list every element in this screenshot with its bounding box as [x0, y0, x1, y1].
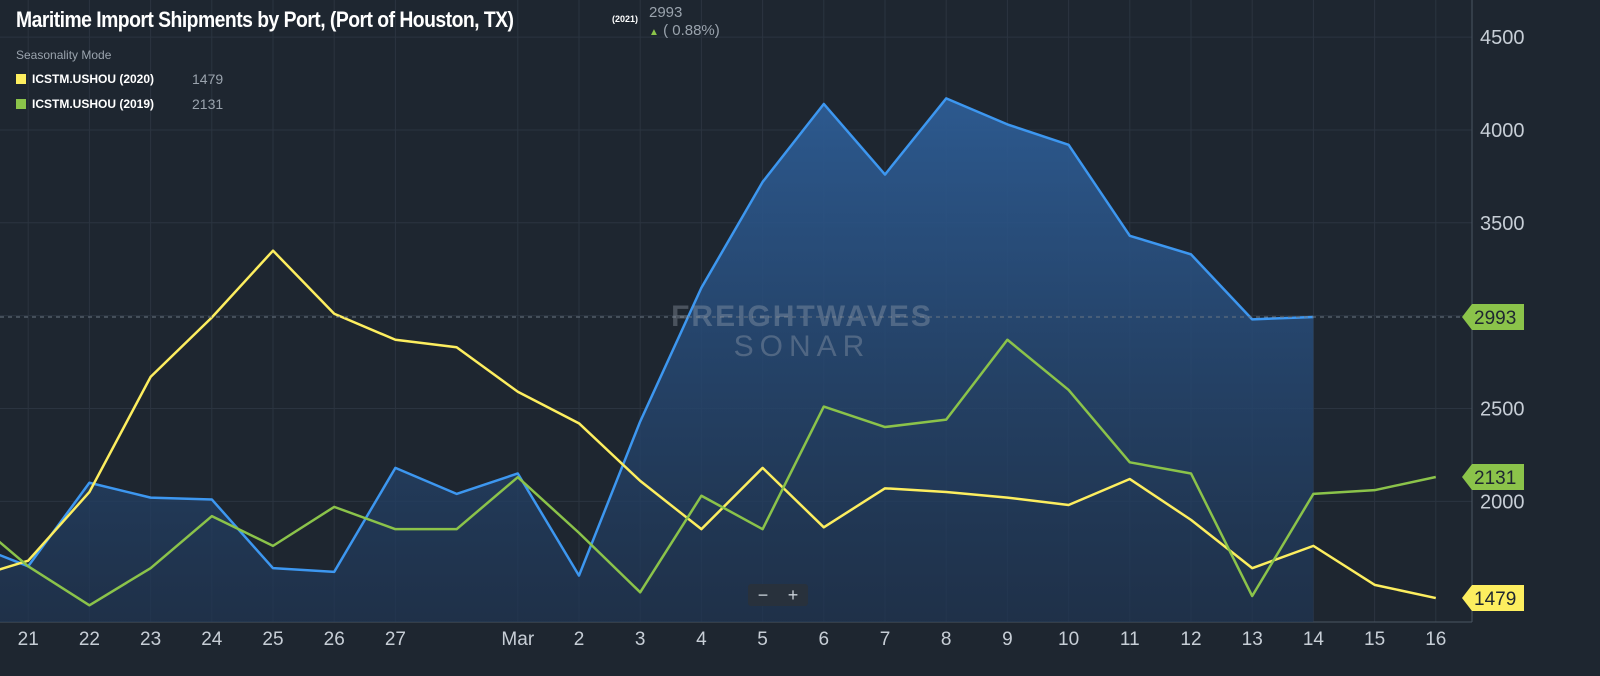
legend-item[interactable]: ICSTM.USHOU (2019) 2131 [16, 91, 223, 116]
series-line-icstm-ushou-2019- [0, 338, 1437, 607]
x-tick-label: 25 [262, 629, 283, 650]
x-tick-label: 24 [201, 629, 223, 650]
chart-title: Maritime Import Shipments by Port, (Port… [16, 7, 514, 32]
x-tick-label: 12 [1180, 629, 1201, 650]
legend-item[interactable]: ICSTM.USHOU (2020) 1479 [16, 66, 223, 91]
x-tick-label: 14 [1303, 629, 1325, 650]
x-tick-label: 23 [140, 629, 161, 650]
legend-mode-label: Seasonality Mode [16, 48, 112, 62]
value-flag-shape [1462, 463, 1524, 490]
x-tick-label: 15 [1364, 629, 1385, 650]
series-area-2021 [0, 98, 1314, 622]
x-tick-label: Mar [501, 629, 534, 650]
title-change: ▲ ( 0.88%) [649, 22, 720, 42]
zoom-out-button[interactable]: − [757, 584, 769, 605]
value-flag: 2131 [1462, 463, 1524, 490]
legend-name-2019: ICSTM.USHOU (2019) [32, 96, 155, 111]
value-flag-label: 2131 [1474, 468, 1516, 489]
x-tick-label: 10 [1058, 629, 1079, 650]
value-flag-label: 2993 [1474, 308, 1516, 329]
x-tick-label: 21 [18, 629, 39, 650]
value-flag-shape [1462, 585, 1524, 612]
x-tick-label: 5 [757, 629, 768, 650]
legend-swatch-2019 [16, 98, 26, 109]
series-line-2021 [0, 97, 1314, 577]
legend-value-2020: 1479 [192, 70, 224, 87]
y-tick-label: 2500 [1480, 398, 1525, 420]
x-tick-label: 7 [880, 629, 891, 650]
legend-swatch-2020 [16, 73, 26, 84]
zoom-controls: − + [748, 584, 808, 606]
title-current-value: 2993 [649, 4, 683, 21]
x-tick-label: 9 [1002, 629, 1013, 650]
title-year: (2021) [612, 14, 639, 24]
x-tick-label: 2 [574, 629, 585, 650]
x-tick-label: 8 [941, 629, 952, 650]
value-flag: 2993 [1462, 303, 1524, 330]
y-tick-label: 4000 [1480, 120, 1525, 142]
legend-name-2020: ICSTM.USHOU (2020) [32, 71, 155, 86]
value-flag: 1479 [1462, 585, 1524, 612]
legend: Seasonality Mode ICSTM.USHOU (2020) 1479… [16, 48, 223, 116]
zoom-in-button[interactable]: + [787, 584, 799, 605]
x-tick-label: 27 [385, 629, 406, 650]
series-line-icstm-ushou-2020- [0, 249, 1437, 600]
up-arrow-icon: ▲ [649, 27, 659, 38]
x-tick-label: 16 [1425, 629, 1446, 650]
x-tick-label: 3 [635, 629, 646, 650]
title-block: Maritime Import Shipments by Port, (Port… [16, 6, 581, 34]
x-tick-label: 22 [79, 629, 100, 650]
y-tick-label: 4500 [1480, 27, 1525, 49]
x-tick-label: 4 [696, 629, 707, 650]
value-flag-label: 1479 [1474, 589, 1516, 610]
x-tick-label: 13 [1242, 629, 1263, 650]
title-change-value: ( 0.88%) [663, 22, 720, 39]
x-tick-label: 11 [1120, 629, 1140, 650]
legend-value-2019: 2131 [192, 95, 224, 112]
y-tick-label: 2000 [1480, 491, 1525, 513]
x-tick-label: 6 [819, 629, 830, 650]
y-tick-label: 3500 [1480, 213, 1525, 235]
value-flag-shape [1462, 303, 1524, 330]
x-tick-label: 26 [324, 629, 345, 650]
